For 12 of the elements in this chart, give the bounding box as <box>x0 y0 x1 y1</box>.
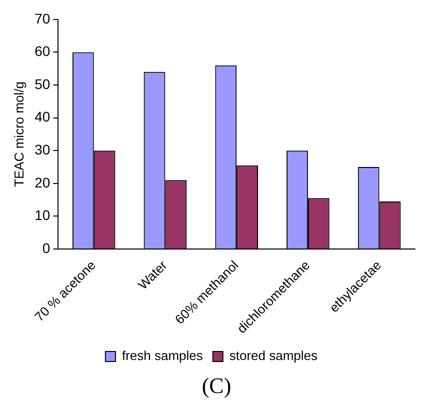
legend-label: fresh samples <box>122 348 204 364</box>
y-axis-title: TEAC micro mol/g <box>11 81 26 187</box>
y-tick-label: 0 <box>42 240 50 256</box>
y-tick-label: 10 <box>34 207 50 224</box>
y-tick-label: 30 <box>34 141 50 158</box>
text: (C) <box>200 373 232 399</box>
y-tick-label: 40 <box>34 108 50 125</box>
y-tick-label: 50 <box>34 76 50 92</box>
legend-label: stored samples <box>229 348 318 364</box>
y-tick-label: 70 <box>34 10 50 26</box>
y-tick-label: 20 <box>34 174 50 190</box>
y-tick-label: 60 <box>34 43 50 60</box>
